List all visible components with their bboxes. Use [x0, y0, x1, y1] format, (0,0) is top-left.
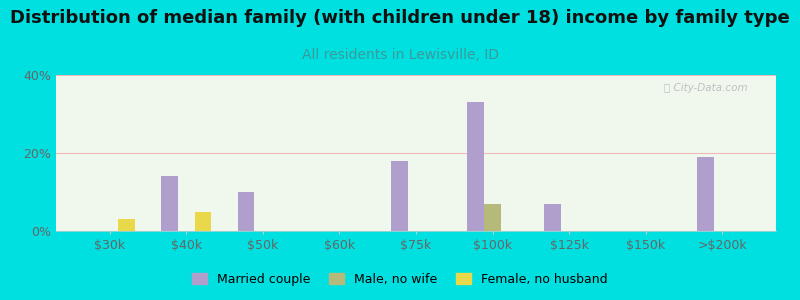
Bar: [697, 157, 714, 231]
Bar: [238, 192, 254, 231]
Legend: Married couple, Male, no wife, Female, no husband: Married couple, Male, no wife, Female, n…: [187, 268, 613, 291]
Text: ⓘ City-Data.com: ⓘ City-Data.com: [663, 83, 747, 93]
Text: Distribution of median family (with children under 18) income by family type: Distribution of median family (with chil…: [10, 9, 790, 27]
Bar: [161, 176, 178, 231]
Bar: [390, 161, 407, 231]
Bar: [544, 204, 561, 231]
Bar: [118, 219, 135, 231]
Bar: [194, 212, 211, 231]
Text: All residents in Lewisville, ID: All residents in Lewisville, ID: [302, 48, 498, 62]
Bar: [484, 204, 501, 231]
Bar: [467, 102, 484, 231]
